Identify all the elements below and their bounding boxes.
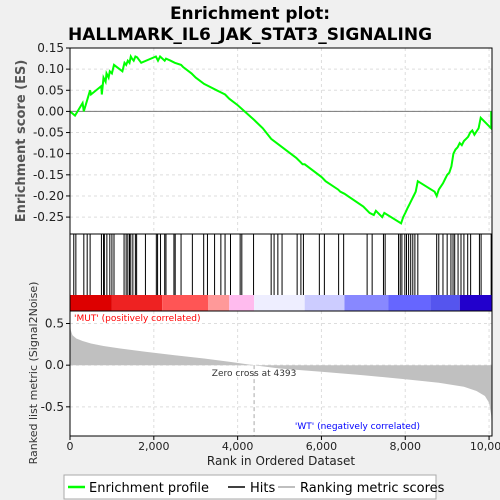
x-tick-label: 0 (67, 440, 74, 453)
x-tick-label: 8,000 (390, 440, 422, 453)
ranking-heatmap-bar (70, 295, 492, 311)
es-y-tick-label: -0.05 (33, 126, 64, 140)
metric-y-ticks: 0.5 0.0 -0.5 (41, 317, 70, 414)
heatbar-segment (162, 295, 209, 311)
heatbar-segment (430, 295, 460, 311)
es-y-tick-label: -0.25 (33, 210, 64, 224)
es-y-tick-label: 0.00 (37, 104, 64, 118)
metric-y-axis-label: Ranked list metric (Signal2Noise) (27, 282, 40, 465)
es-y-tick-label: -0.15 (33, 168, 64, 182)
legend-hits-label: Hits (250, 481, 275, 496)
x-tick-label: 2,000 (138, 440, 170, 453)
ranking-metric-area (70, 323, 492, 432)
es-y-tick-label: -0.20 (33, 189, 64, 203)
metric-y-tick-label: -0.5 (41, 400, 64, 414)
heatbar-segment (111, 295, 163, 311)
legend: Enrichment profile Hits Ranking metric s… (63, 474, 445, 500)
legend-metric-label: Ranking metric scores (300, 481, 445, 496)
x-tick-label: 10,000 (470, 440, 500, 453)
metric-y-tick-label: 0.5 (45, 317, 64, 331)
heatbar-segment (254, 295, 305, 311)
metric-panel-frame (69, 310, 493, 437)
heatbar-segment (208, 295, 230, 311)
es-y-axis-label: Enrichment score (ES) (14, 60, 29, 223)
es-panel-background (70, 48, 492, 234)
es-y-tick-label: 0.05 (37, 83, 64, 97)
x-tick-label: 4,000 (222, 440, 254, 453)
x-axis-label: Rank in Ordered Dataset (207, 454, 355, 468)
heatbar-segment (229, 295, 255, 311)
x-axis-ticks: 0 2,000 4,000 6,000 8,000 10,000 (67, 436, 500, 453)
es-y-tick-label: 0.15 (37, 41, 64, 55)
enrichment-profile-line (69, 53, 493, 225)
hits-lines (73, 234, 492, 295)
zero-cross-label: Zero cross at 4393 (212, 369, 297, 379)
legend-profile-label: Enrichment profile (89, 481, 209, 496)
legend-box (63, 474, 437, 500)
heatbar-segment (304, 295, 345, 311)
heatbar-segment (70, 295, 112, 311)
es-y-ticks: 0.15 0.10 0.05 0.00 -0.05 -0.10 -0.15 -0.20 -0.2… (33, 41, 70, 224)
metric-y-tick-label: 0.0 (45, 358, 64, 372)
chart-title-line1: Enrichment plot: (170, 4, 330, 24)
chart-title-line2: HALLMARK_IL6_JAK_STAT3_SIGNALING (68, 25, 432, 45)
es-y-tick-label: 0.10 (37, 62, 64, 76)
positive-correlation-label: 'MUT' (positively correlated) (74, 314, 201, 324)
x-tick-label: 6,000 (306, 440, 338, 453)
heatbar-segment (459, 295, 492, 311)
heatbar-segment (388, 295, 431, 311)
es-y-tick-label: -0.10 (33, 147, 64, 161)
negative-correlation-label: 'WT' (negatively correlated) (295, 422, 420, 432)
heatbar-segment (344, 295, 389, 311)
